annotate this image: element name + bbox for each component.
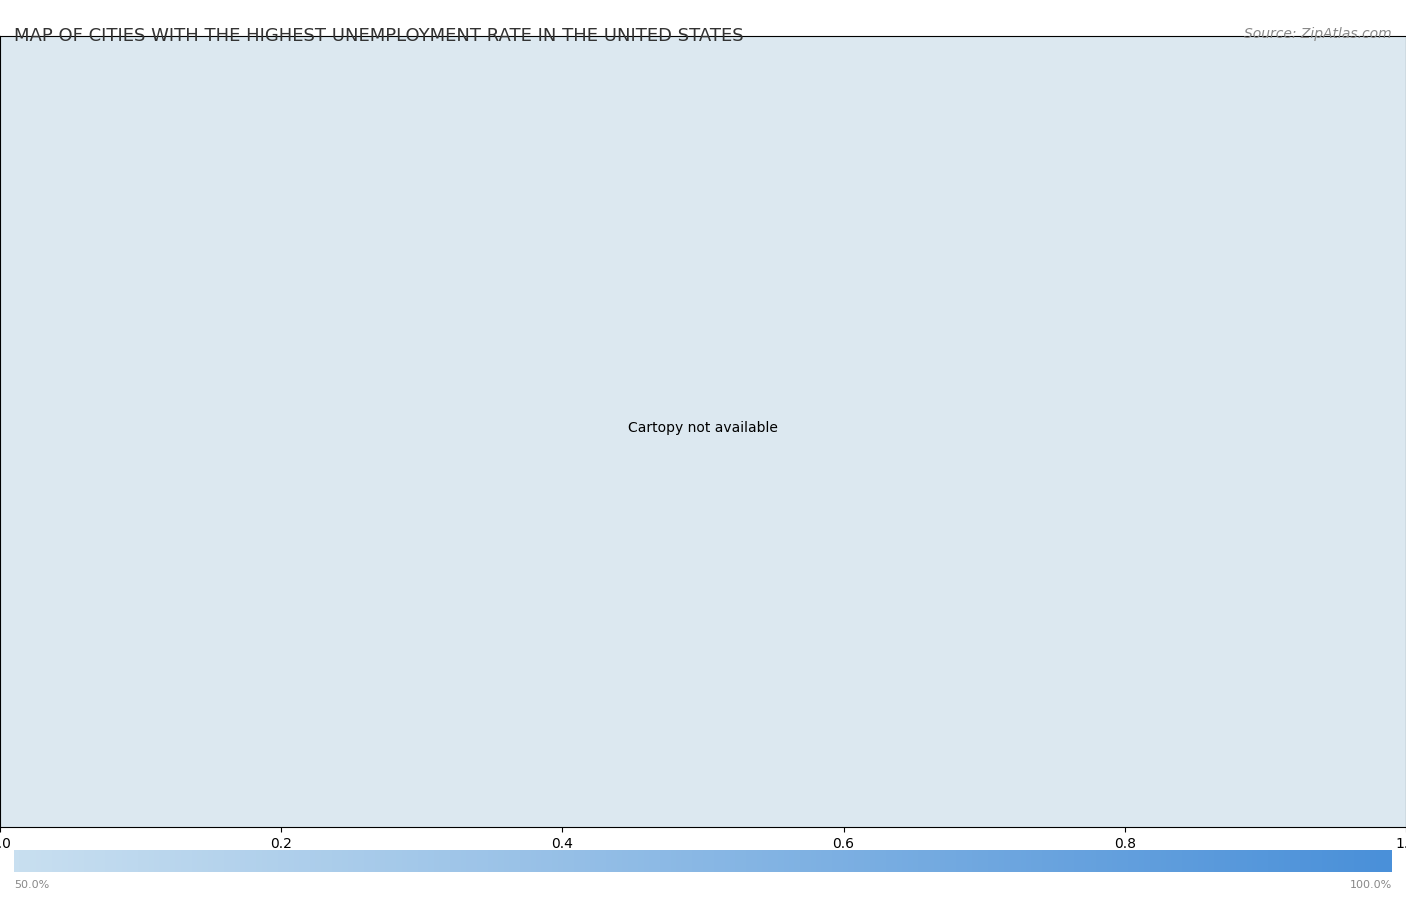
- Text: Source: ZipAtlas.com: Source: ZipAtlas.com: [1244, 27, 1392, 41]
- Text: 100.0%: 100.0%: [1350, 880, 1392, 890]
- Text: Cartopy not available: Cartopy not available: [628, 421, 778, 434]
- Text: 50.0%: 50.0%: [14, 880, 49, 890]
- Text: MAP OF CITIES WITH THE HIGHEST UNEMPLOYMENT RATE IN THE UNITED STATES: MAP OF CITIES WITH THE HIGHEST UNEMPLOYM…: [14, 27, 744, 45]
